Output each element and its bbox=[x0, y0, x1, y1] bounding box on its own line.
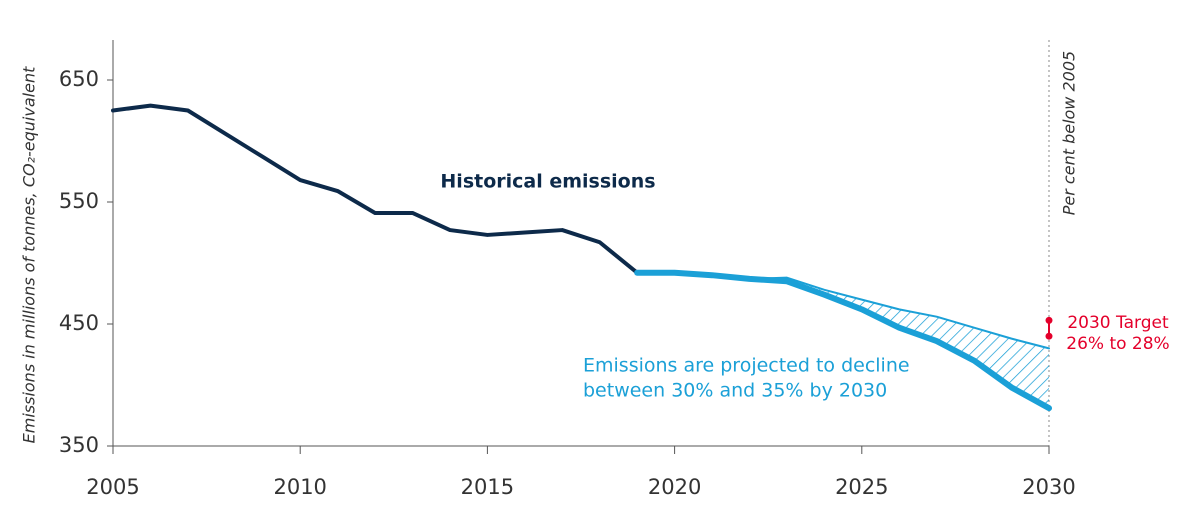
x-tick-label: 2030 bbox=[1022, 475, 1075, 499]
series-line bbox=[111, 103, 640, 275]
x-tick-label: 2005 bbox=[86, 475, 139, 499]
target-low bbox=[1045, 332, 1053, 340]
series-line bbox=[634, 269, 1052, 412]
y-tick-label: 350 bbox=[59, 433, 99, 457]
target-label: 2030 Target bbox=[1067, 313, 1169, 333]
x-tick-label: 2025 bbox=[835, 475, 888, 499]
x-tick-label: 2020 bbox=[648, 475, 701, 499]
y-tick-label: 650 bbox=[59, 67, 99, 91]
y-tick-label: 450 bbox=[59, 311, 99, 335]
target-high bbox=[1045, 316, 1053, 324]
y-tick-label: 550 bbox=[59, 189, 99, 213]
x-tick-label: 2015 bbox=[461, 475, 514, 499]
annotation: between 30% and 35% by 2030 bbox=[583, 380, 887, 402]
y-axis-label: Emissions in millions of tonnes, CO₂-equ… bbox=[20, 66, 39, 443]
series-label: Historical emissions bbox=[440, 171, 655, 193]
target-label: 26% to 28% bbox=[1066, 334, 1169, 354]
x-tick-label: 2010 bbox=[273, 475, 326, 499]
annotation: Emissions are projected to decline bbox=[583, 355, 910, 377]
y2-axis-label: Per cent below 2005 bbox=[1060, 51, 1079, 215]
